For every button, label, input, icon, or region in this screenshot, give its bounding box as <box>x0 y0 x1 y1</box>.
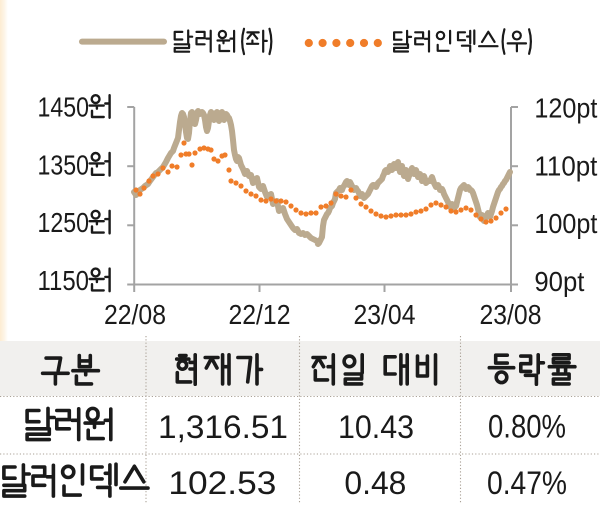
svg-text:0.48: 0.48 <box>344 465 406 501</box>
svg-text:22/08: 22/08 <box>104 299 166 330</box>
svg-text:100pt: 100pt <box>534 208 597 239</box>
svg-text:0.47%: 0.47% <box>487 465 567 501</box>
svg-text:1250: 1250 <box>38 207 90 238</box>
svg-text:110pt: 110pt <box>534 150 597 181</box>
svg-text:23/04: 23/04 <box>354 299 416 330</box>
svg-text:0.80%: 0.80% <box>488 409 566 445</box>
svg-text:1150: 1150 <box>38 265 90 296</box>
svg-text:90pt: 90pt <box>534 266 584 297</box>
svg-text:120pt: 120pt <box>534 93 597 124</box>
svg-text:1350: 1350 <box>38 149 90 180</box>
svg-text:1,316.51: 1,316.51 <box>158 409 288 445</box>
svg-text:23/08: 23/08 <box>480 299 542 330</box>
svg-text:22/12: 22/12 <box>229 299 291 330</box>
svg-text:102.53: 102.53 <box>168 465 276 501</box>
svg-text:1450: 1450 <box>38 92 90 123</box>
svg-text:10.43: 10.43 <box>338 409 414 445</box>
